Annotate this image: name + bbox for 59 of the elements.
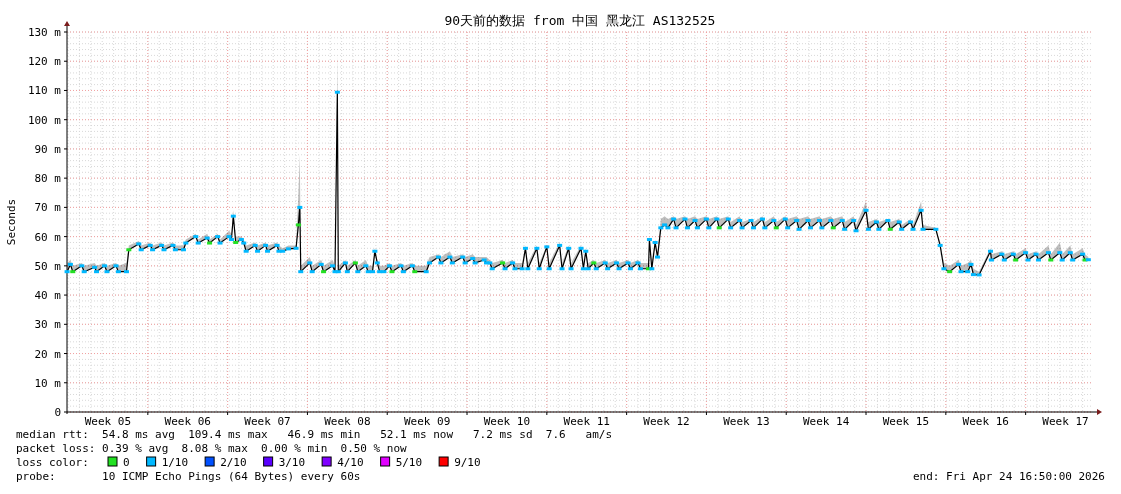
point [1013, 258, 1019, 262]
ytick: 80 m [34, 172, 61, 186]
ytick: 60 m [34, 230, 61, 244]
point [887, 227, 893, 231]
point [321, 270, 327, 274]
point [716, 226, 722, 230]
annotation: probe: 10 ICMP Echo Pings (64 Bytes) every 60s [16, 470, 361, 483]
xtick: Week 07 [244, 415, 291, 428]
ytick: 90 m [34, 142, 61, 156]
point [233, 240, 239, 244]
legend-title: loss color: [16, 456, 89, 469]
ytick: 70 m [34, 201, 61, 215]
point [295, 223, 301, 227]
annotation: packet loss: 0.39 % avg 8.08 % max 0.00 % min 0.50 % now [16, 442, 407, 455]
point [1048, 258, 1054, 262]
point [412, 270, 418, 274]
point [773, 226, 779, 230]
xtick: Week 14 [802, 415, 850, 428]
point [352, 261, 358, 265]
xtick: Week 11 [563, 415, 610, 428]
legend-label: 0 [123, 456, 130, 469]
title: 90天前的数据 from 中国 黑龙江 AS132525 [444, 13, 716, 28]
point [70, 270, 76, 274]
ytick: 130 m [27, 26, 61, 39]
point [126, 248, 132, 252]
xtick: Week 09 [403, 415, 451, 428]
legend-label: 3/10 [278, 456, 306, 469]
legend-label: 1/10 [161, 456, 189, 469]
legend-label: 4/10 [337, 456, 364, 469]
xtick: Week 06 [164, 415, 211, 428]
point [830, 226, 836, 230]
ytick: 30 m [34, 318, 61, 332]
ytick: 50 m [34, 259, 61, 273]
point [947, 270, 953, 274]
xtick: Week 10 [483, 415, 531, 428]
legend-label: 2/10 [220, 456, 247, 469]
legend-label: 9/10 [454, 456, 481, 469]
ylabel: Seconds [5, 198, 18, 246]
xtick: Week 17 [1042, 415, 1089, 428]
ytick: 40 m [34, 289, 61, 303]
point [591, 261, 597, 265]
annotation: median rtt: 54.8 ms avg 109.4 ms max 46.9 ms min 52.1 ms now 7.2 ms sd 7.6 am/s [16, 428, 613, 441]
ytick: 0 [54, 406, 61, 419]
ytick: 110 m [27, 84, 61, 98]
ytick: 10 m [34, 376, 61, 390]
point [389, 270, 395, 274]
xtick: Week 05 [84, 415, 132, 428]
ytick: 100 m [27, 113, 61, 127]
xtick: Week 13 [723, 415, 770, 428]
xtick: Week 15 [882, 415, 930, 428]
annotation: end: Fri Apr 24 16:50:00 2026 [912, 470, 1105, 483]
xtick: Week 08 [324, 415, 371, 428]
point [500, 261, 506, 265]
point [207, 241, 213, 245]
ytick: 120 m [27, 55, 61, 69]
xtick: Week 12 [643, 415, 690, 428]
legend-label: 5/10 [395, 456, 423, 469]
xtick: Week 16 [962, 415, 1009, 428]
ytick: 20 m [34, 347, 61, 361]
